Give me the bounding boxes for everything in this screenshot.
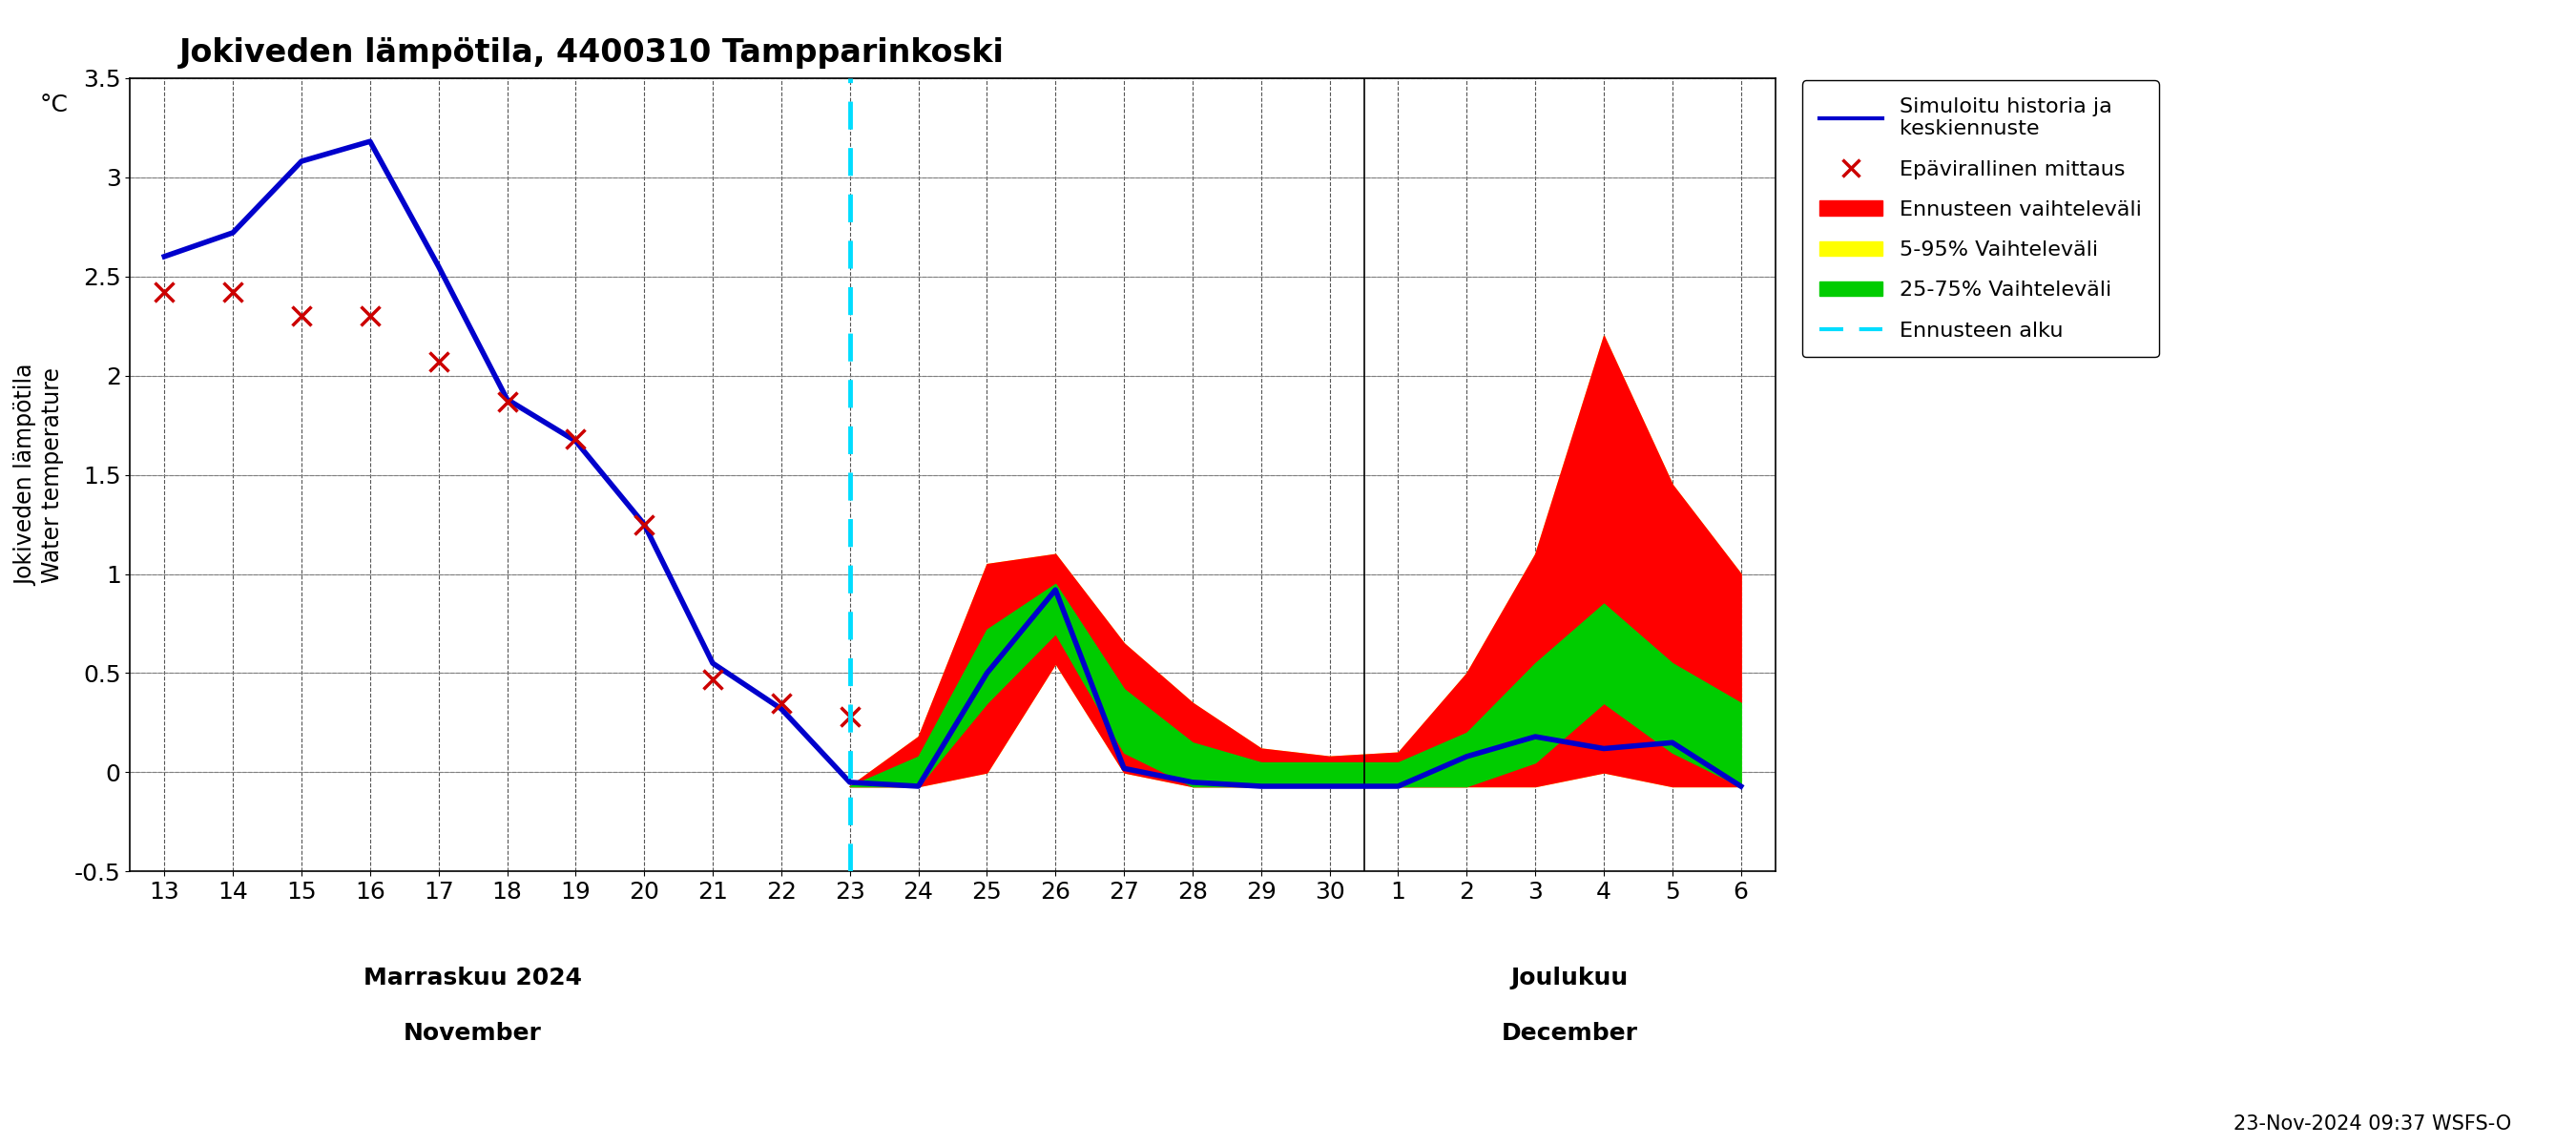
Text: 23-Nov-2024 09:37 WSFS-O: 23-Nov-2024 09:37 WSFS-O [2233, 1114, 2512, 1134]
Text: °C: °C [39, 94, 67, 117]
Text: Joulukuu: Joulukuu [1510, 966, 1628, 989]
Text: November: November [404, 1022, 541, 1045]
Legend: Simuloitu historia ja
keskiennuste, Epävirallinen mittaus, Ennusteen vaihteleväl: Simuloitu historia ja keskiennuste, Epäv… [1803, 80, 2159, 357]
Y-axis label: Jokiveden lämpötila
Water temperature: Jokiveden lämpötila Water temperature [15, 364, 64, 586]
Text: Jokiveden lämpötila, 4400310 Tampparinkoski: Jokiveden lämpötila, 4400310 Tampparinko… [180, 37, 1005, 69]
Text: Marraskuu 2024: Marraskuu 2024 [363, 966, 582, 989]
Text: December: December [1502, 1022, 1638, 1045]
